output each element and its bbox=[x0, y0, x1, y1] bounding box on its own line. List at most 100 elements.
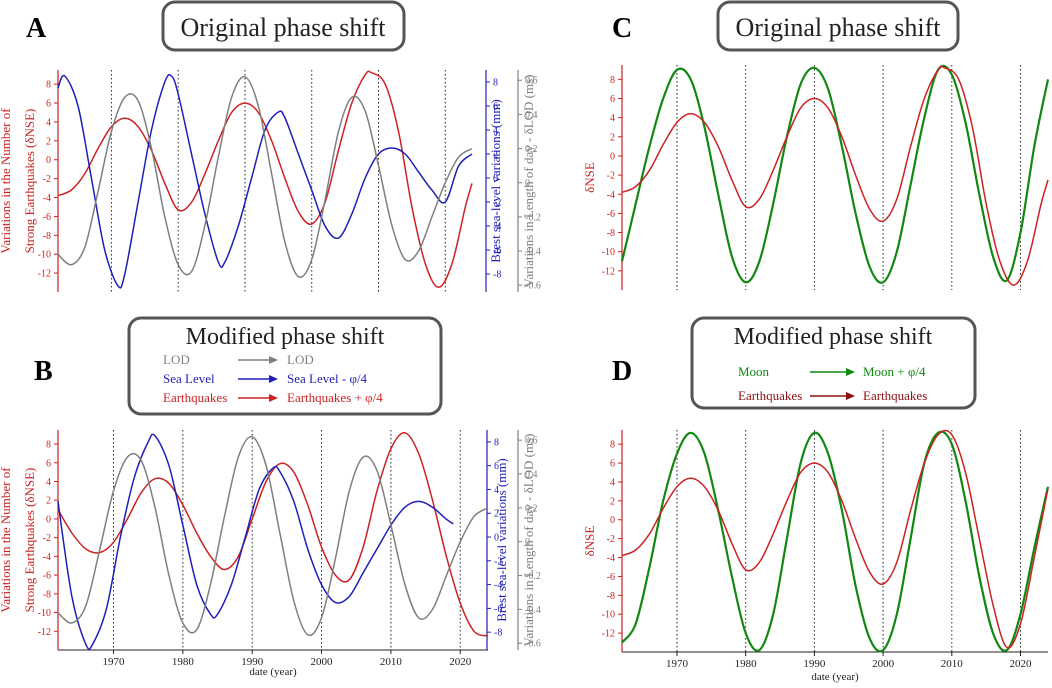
series-b-0 bbox=[57, 432, 489, 637]
mid-tick-label-a-0: 0 bbox=[493, 174, 498, 185]
right-tick-label-b--0.2: -0.2 bbox=[525, 571, 541, 582]
legend-b-to-0: LOD bbox=[287, 352, 314, 367]
legend-b-arrow-head-0 bbox=[269, 356, 278, 364]
right-tick-label-a-0: 0 bbox=[525, 178, 530, 189]
x-axis-label-b: date (year) bbox=[249, 666, 297, 678]
series-a-2 bbox=[57, 75, 473, 278]
header-box-c: Original phase shift bbox=[716, 0, 960, 52]
x-axis-label-d: date (year) bbox=[811, 671, 859, 683]
legend-d-from-0: Moon bbox=[738, 364, 770, 379]
left-tick-label-d--10: -10 bbox=[602, 610, 615, 621]
right-tick-label-b--0.4: -0.4 bbox=[525, 605, 541, 616]
legend-d-arrow-head-1 bbox=[846, 392, 855, 400]
panel-label-a: A bbox=[26, 13, 47, 44]
mid-tick-label-a-2: 2 bbox=[493, 150, 498, 161]
xtick-label-d-2000: 2000 bbox=[872, 658, 895, 670]
mid-tick-label-a-4: 4 bbox=[493, 126, 498, 137]
header-title-a: Original phase shift bbox=[180, 13, 386, 42]
left-tick-label-c--2: -2 bbox=[607, 171, 615, 182]
header-title-b: Modified phase shift bbox=[186, 324, 385, 350]
left-tick-label-d--2: -2 bbox=[607, 534, 615, 545]
legend-b-arrow-head-2 bbox=[269, 394, 278, 402]
left-tick-label-b--10: -10 bbox=[38, 608, 51, 619]
header-title-d: Modified phase shift bbox=[734, 324, 933, 350]
right-tick-label-b-0.2: 0.2 bbox=[525, 503, 538, 514]
series-d-0 bbox=[621, 430, 1050, 653]
xtick-label-d-2020: 2020 bbox=[1010, 658, 1033, 670]
xtick-label-b-1990: 1990 bbox=[241, 656, 264, 668]
left-axis-label-c: δNSE bbox=[582, 162, 597, 193]
left-tick-label-b-6: 6 bbox=[46, 458, 51, 469]
mid-tick-label-a--2: -2 bbox=[493, 198, 501, 209]
left-tick-label-c--4: -4 bbox=[607, 190, 615, 201]
mid-tick-label-b-6: 6 bbox=[494, 461, 499, 472]
left-tick-label-a--2: -2 bbox=[43, 174, 51, 185]
mid-tick-label-b--6: -6 bbox=[494, 604, 502, 615]
legend-b-arrow-head-1 bbox=[269, 375, 278, 383]
left-tick-label-d-8: 8 bbox=[610, 440, 615, 451]
header-title-c: Original phase shift bbox=[735, 13, 941, 42]
chart-panel-a: -12 -10 -8 -6 -4 -2 0 2 4 6 8 Variations in the Num… bbox=[0, 70, 541, 292]
left-tick-label-d-2: 2 bbox=[610, 496, 615, 507]
left-tick-label-a-0: 0 bbox=[46, 155, 51, 166]
header-box-b: Modified phase shift LOD LOD Sea Level Sea … bbox=[127, 316, 443, 416]
panel-label-c: C bbox=[612, 13, 632, 44]
mid-tick-label-a--6: -6 bbox=[493, 246, 501, 257]
xtick-label-b-1970: 1970 bbox=[102, 656, 125, 668]
left-tick-label-c-8: 8 bbox=[610, 75, 615, 86]
mid-tick-label-b-0: 0 bbox=[494, 533, 499, 544]
xtick-label-b-2010: 2010 bbox=[380, 656, 403, 668]
legend-b-from-2: Earthquakes bbox=[163, 390, 227, 405]
left-tick-label-b--8: -8 bbox=[43, 589, 51, 600]
left-tick-label-c--10: -10 bbox=[602, 247, 615, 258]
mid-tick-label-a--8: -8 bbox=[493, 270, 501, 281]
xtick-label-b-2000: 2000 bbox=[311, 656, 334, 668]
panel-label-d: D bbox=[612, 356, 632, 387]
left-tick-label-c-6: 6 bbox=[610, 94, 615, 105]
xtick-label-d-1980: 1980 bbox=[735, 658, 758, 670]
legend-b-to-2: Earthquakes + φ/4 bbox=[287, 390, 383, 405]
left-tick-label-c-4: 4 bbox=[610, 113, 615, 124]
right-tick-label-b-0: 0 bbox=[525, 537, 530, 548]
right-tick-label-a--0.4: -0.4 bbox=[525, 247, 541, 258]
left-tick-label-a-8: 8 bbox=[46, 80, 51, 91]
left-tick-label-a--4: -4 bbox=[43, 193, 51, 204]
mid-tick-label-b--2: -2 bbox=[494, 556, 502, 567]
chart-panel-c: -12 -10 -8 -6 -4 -2 0 2 4 6 8 δNSE bbox=[582, 64, 1050, 290]
left-tick-label-d-6: 6 bbox=[610, 459, 615, 470]
series-c-1 bbox=[621, 65, 1049, 286]
series-b-2 bbox=[57, 435, 489, 637]
right-tick-label-b-0.6: 0.6 bbox=[525, 436, 538, 447]
left-tick-label-c--12: -12 bbox=[602, 266, 615, 277]
series-d-1 bbox=[621, 429, 1049, 649]
legend-d-arrow-head-0 bbox=[846, 368, 855, 376]
mid-tick-label-a-6: 6 bbox=[493, 102, 498, 113]
mid-axis-label-b: Brest sea-level variations (mm) bbox=[494, 458, 509, 622]
header-box-d: Modified phase shift Moon Moon + φ/4 Earth… bbox=[690, 316, 977, 410]
left-tick-label-d--4: -4 bbox=[607, 553, 615, 564]
left-tick-label-b-0: 0 bbox=[46, 514, 51, 525]
mid-tick-label-b--8: -8 bbox=[494, 628, 502, 639]
panel-label-b: B bbox=[34, 356, 53, 387]
left-tick-label-b--2: -2 bbox=[43, 533, 51, 544]
right-tick-label-a-0.6: 0.6 bbox=[525, 76, 538, 87]
legend-d-to-1: Earthquakes bbox=[863, 388, 927, 403]
series-c-0 bbox=[620, 64, 1050, 284]
left-tick-label-b--6: -6 bbox=[43, 571, 51, 582]
left-tick-label-b--12: -12 bbox=[38, 627, 51, 638]
xtick-label-d-1990: 1990 bbox=[803, 658, 826, 670]
xtick-label-b-2020: 2020 bbox=[449, 656, 472, 668]
legend-d-from-1: Earthquakes bbox=[738, 388, 802, 403]
right-tick-label-a--0.2: -0.2 bbox=[525, 212, 541, 223]
left-tick-label-d-0: 0 bbox=[610, 515, 615, 526]
left-tick-label-b--4: -4 bbox=[43, 552, 51, 563]
left-tick-label-a--12: -12 bbox=[38, 269, 51, 280]
legend-d-to-0: Moon + φ/4 bbox=[863, 364, 926, 379]
left-tick-label-c-0: 0 bbox=[610, 151, 615, 162]
left-tick-label-b-4: 4 bbox=[46, 477, 51, 488]
right-tick-label-b-0.4: 0.4 bbox=[525, 470, 538, 481]
mid-tick-label-b-8: 8 bbox=[494, 437, 499, 448]
left-axis-label-line2-a: Strong Earthquakes (δNSE) bbox=[22, 109, 37, 254]
